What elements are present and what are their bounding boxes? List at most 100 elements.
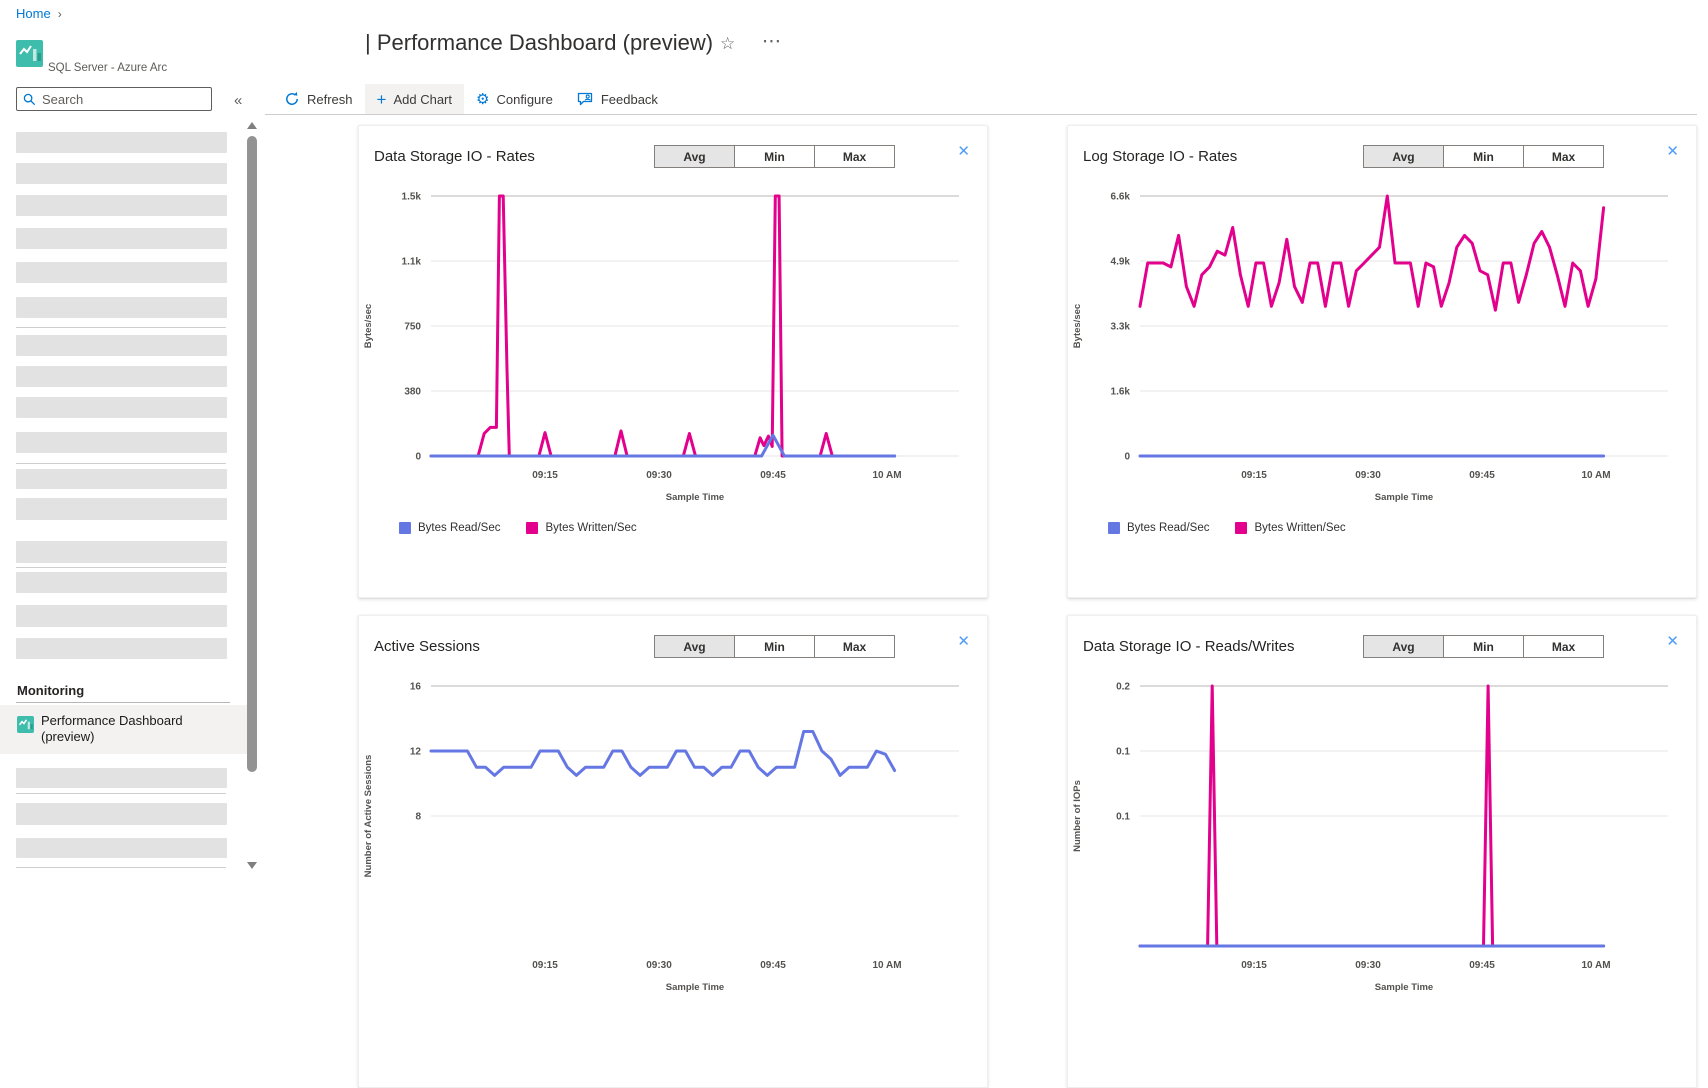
max-button[interactable]: Max [1523, 635, 1604, 658]
sidebar-search[interactable] [16, 87, 212, 111]
breadcrumb: Home › [16, 6, 62, 21]
avg-button[interactable]: Avg [1363, 635, 1444, 658]
svg-text:10 AM: 10 AM [872, 960, 901, 971]
configure-label: Configure [496, 91, 553, 107]
skeleton-bar [16, 838, 227, 858]
skeleton-bar [16, 297, 227, 318]
add-chart-button[interactable]: + Add Chart [364, 84, 465, 114]
svg-text:0: 0 [415, 452, 421, 463]
svg-text:12: 12 [410, 747, 422, 758]
skeleton-bar [16, 397, 227, 418]
svg-text:09:30: 09:30 [646, 960, 672, 971]
divider [265, 114, 1697, 115]
search-input[interactable] [42, 91, 202, 107]
feedback-button[interactable]: Feedback [565, 84, 670, 114]
svg-text:09:15: 09:15 [1241, 960, 1267, 971]
close-icon[interactable]: ✕ [1666, 143, 1679, 160]
favorite-star-icon[interactable]: ☆ [720, 34, 736, 53]
menu-item-label-line1: Performance Dashboard [41, 713, 183, 728]
search-icon [23, 93, 36, 105]
svg-text:1.5k: 1.5k [402, 192, 422, 203]
svg-text:Number of IOPs: Number of IOPs [1072, 780, 1083, 852]
legend-entry[interactable]: Bytes Written/Sec [526, 522, 637, 534]
svg-text:Bytes/sec: Bytes/sec [1072, 304, 1083, 348]
max-button[interactable]: Max [814, 635, 895, 658]
refresh-button[interactable]: Refresh [272, 84, 365, 114]
legend-swatch [1108, 522, 1120, 534]
sidebar-section-monitoring: Monitoring [17, 683, 85, 698]
svg-text:16: 16 [410, 682, 422, 693]
chevron-right-icon: › [57, 7, 62, 21]
sidebar-item-performance-dashboard[interactable]: Performance Dashboard (preview) [0, 705, 247, 754]
skeleton-bar [16, 638, 227, 659]
svg-text:0.1: 0.1 [1116, 812, 1130, 823]
scrollbar-thumb[interactable] [247, 136, 257, 772]
scroll-down-arrow-icon[interactable] [247, 862, 257, 869]
svg-text:09:45: 09:45 [1469, 960, 1495, 971]
legend-label: Bytes Read/Sec [1127, 522, 1210, 534]
min-button[interactable]: Min [1443, 635, 1524, 658]
max-button[interactable]: Max [814, 145, 895, 168]
gear-icon: ⚙ [476, 90, 490, 108]
line-chart: 1.5k 1.1k 750 380 0 09:15 09:30 09:45 10 AM Bytes… [363, 192, 959, 503]
chart-card-log-storage-io-rates: Log Storage IO - Rates Avg Min Max ✕ 6.6… [1067, 125, 1697, 598]
aggregation-toggle: Avg Min Max [1363, 635, 1604, 658]
aggregation-toggle: Avg Min Max [654, 145, 895, 168]
breadcrumb-home-link[interactable]: Home [16, 6, 51, 21]
svg-text:09:15: 09:15 [532, 470, 558, 481]
svg-text:6.6k: 6.6k [1111, 192, 1131, 203]
close-icon[interactable]: ✕ [1666, 633, 1679, 650]
line-chart: 16 12 8 09:15 09:30 09:45 10 AM Number of Activ… [363, 682, 959, 993]
svg-text:10 AM: 10 AM [1581, 960, 1610, 971]
close-icon[interactable]: ✕ [957, 633, 970, 650]
legend-entry[interactable]: Bytes Read/Sec [399, 522, 500, 534]
svg-text:0: 0 [1124, 452, 1130, 463]
svg-text:0.2: 0.2 [1116, 682, 1130, 693]
avg-button[interactable]: Avg [1363, 145, 1444, 168]
skeleton-bar [16, 469, 227, 489]
svg-text:0.1: 0.1 [1116, 747, 1130, 758]
divider [16, 327, 226, 328]
collapse-sidebar-icon[interactable]: « [234, 92, 243, 109]
divider [16, 567, 226, 568]
skeleton-bar [16, 228, 227, 249]
plus-icon: + [376, 89, 387, 109]
chart-legend: Bytes Read/Sec Bytes Written/Sec [1108, 522, 1696, 534]
close-icon[interactable]: ✕ [957, 143, 970, 160]
line-chart: 0.2 0.1 0.1 09:15 09:30 09:45 10 AM Number of I… [1072, 682, 1668, 993]
configure-button[interactable]: ⚙ Configure [464, 84, 565, 114]
avg-button[interactable]: Avg [654, 145, 735, 168]
min-button[interactable]: Min [734, 635, 815, 658]
sidebar-scrollbar[interactable] [246, 118, 258, 874]
skeleton-bar [16, 803, 227, 825]
svg-text:1.1k: 1.1k [402, 257, 422, 268]
feedback-label: Feedback [600, 91, 658, 107]
svg-text:Bytes/sec: Bytes/sec [363, 304, 374, 348]
chart-card-data-storage-io-rates: Data Storage IO - Rates Avg Min Max ✕ 1.… [358, 125, 988, 598]
legend-entry[interactable]: Bytes Written/Sec [1235, 522, 1346, 534]
min-button[interactable]: Min [734, 145, 815, 168]
command-bar: Refresh + Add Chart ⚙ Configure Feedback [272, 84, 670, 114]
more-options-icon[interactable]: ⋯ [762, 31, 782, 52]
scroll-up-arrow-icon[interactable] [247, 122, 257, 129]
skeleton-bar [16, 572, 227, 593]
legend-label: Bytes Written/Sec [545, 522, 637, 534]
skeleton-bar [16, 132, 227, 153]
svg-text:10 AM: 10 AM [1581, 470, 1610, 481]
svg-text:09:30: 09:30 [1355, 470, 1381, 481]
chart-card-active-sessions: Active Sessions Avg Min Max ✕ 16 12 8 09:15… [358, 615, 988, 1088]
add-chart-label: Add Chart [393, 91, 453, 107]
aggregation-toggle: Avg Min Max [654, 635, 895, 658]
skeleton-bar [16, 541, 227, 563]
legend-entry[interactable]: Bytes Read/Sec [1108, 522, 1209, 534]
svg-text:Sample Time: Sample Time [1375, 982, 1433, 993]
page-title: | Performance Dashboard (preview) [365, 30, 714, 55]
max-button[interactable]: Max [1523, 145, 1604, 168]
chart-card-data-storage-io-reads-writes: Data Storage IO - Reads/Writes Avg Min M… [1067, 615, 1697, 1088]
chart-title: Active Sessions [374, 638, 480, 655]
divider [16, 793, 226, 794]
legend-swatch [399, 522, 411, 534]
skeleton-bar [16, 768, 227, 788]
avg-button[interactable]: Avg [654, 635, 735, 658]
min-button[interactable]: Min [1443, 145, 1524, 168]
